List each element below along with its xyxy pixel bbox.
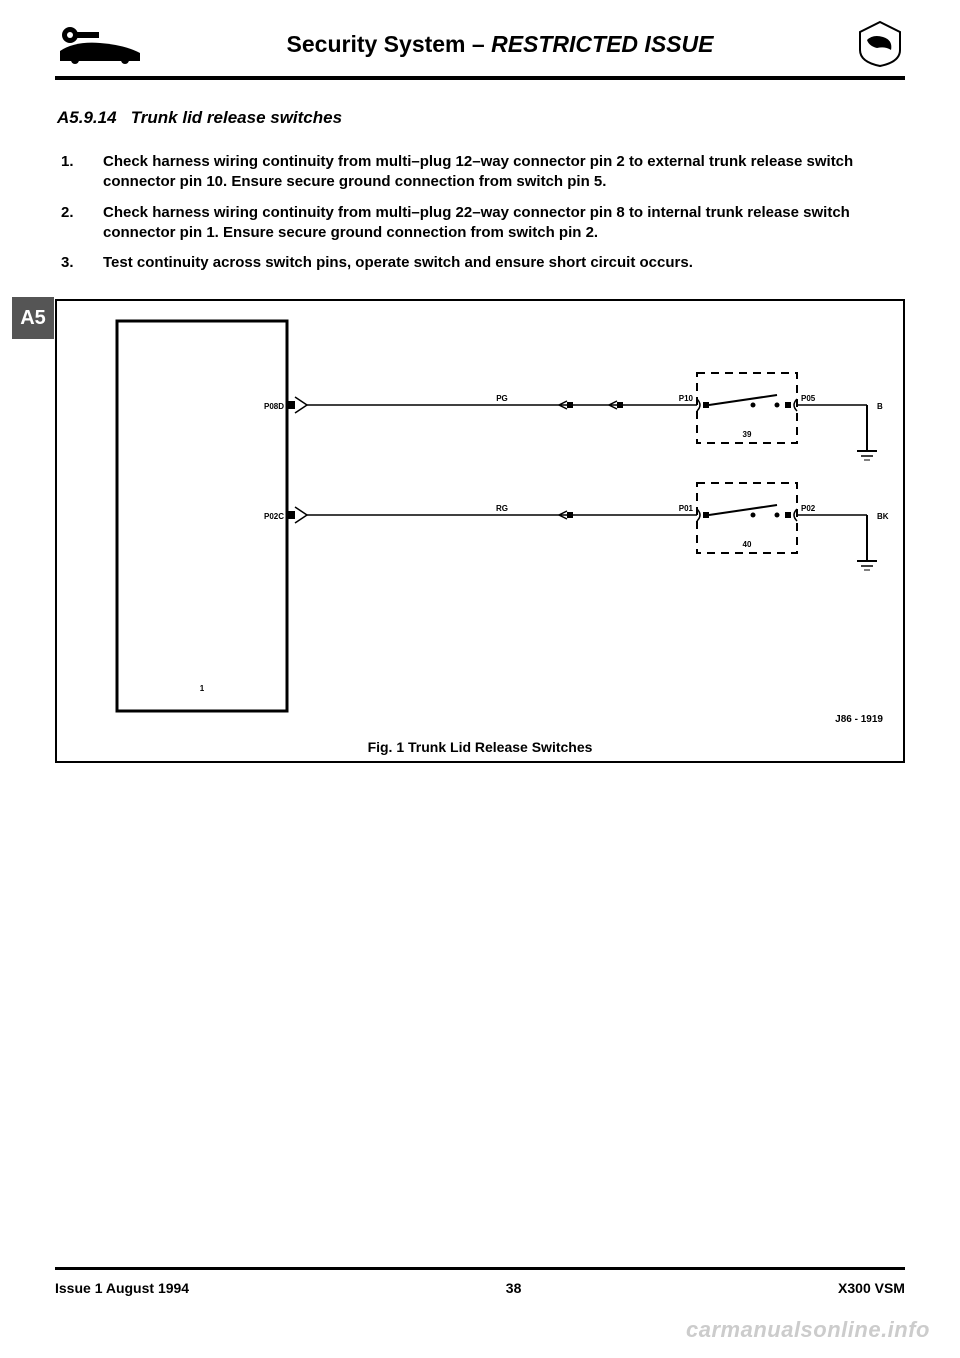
step-text: Check harness wiring continuity from mul…	[103, 152, 905, 193]
svg-text:40: 40	[743, 540, 752, 549]
figure-caption: Fig. 1 Trunk Lid Release Switches	[57, 739, 903, 755]
circuit-1: P08D PG P10	[264, 373, 883, 460]
svg-text:B: B	[877, 402, 883, 411]
page-footer: Issue 1 August 1994 38 X300 VSM	[55, 1267, 905, 1296]
page-title: Security System – RESTRICTED ISSUE	[145, 31, 855, 58]
svg-text:P02C: P02C	[264, 512, 284, 521]
watermark-text: carmanualsonline.info	[686, 1317, 930, 1343]
svg-text:PG: PG	[496, 394, 508, 403]
steps-list: 1. Check harness wiring continuity from …	[55, 152, 905, 273]
svg-text:P08D: P08D	[264, 402, 284, 411]
svg-text:P02: P02	[801, 504, 816, 513]
svg-text:P10: P10	[679, 394, 694, 403]
step-item: 2. Check harness wiring continuity from …	[55, 203, 905, 244]
step-text: Check harness wiring continuity from mul…	[103, 203, 905, 244]
step-number: 2.	[55, 203, 103, 244]
step-text: Test continuity across switch pins, oper…	[103, 253, 905, 273]
step-number: 3.	[55, 253, 103, 273]
side-tab: A5	[12, 297, 54, 339]
section-heading: A5.9.14 Trunk lid release switches	[57, 108, 905, 128]
step-number: 1.	[55, 152, 103, 193]
svg-text:P01: P01	[679, 504, 694, 513]
svg-text:39: 39	[743, 430, 752, 439]
svg-text:RG: RG	[496, 504, 508, 513]
step-item: 1. Check harness wiring continuity from …	[55, 152, 905, 193]
section-number: A5.9.14	[57, 108, 117, 127]
figure-reference: J86 - 1919	[835, 714, 883, 725]
module-label: 1	[200, 684, 205, 693]
footer-doc: X300 VSM	[838, 1280, 905, 1296]
svg-text:BK: BK	[877, 512, 889, 521]
title-restricted: RESTRICTED ISSUE	[491, 31, 713, 57]
title-prefix: Security System –	[287, 31, 492, 57]
footer-issue: Issue 1 August 1994	[55, 1280, 189, 1296]
jaguar-badge-icon	[855, 20, 905, 68]
circuit-2: P02C RG P01 P02 40 BK	[264, 483, 889, 570]
wiring-diagram: 1 P08D PG P10	[57, 301, 903, 761]
section-title-text: Trunk lid release switches	[131, 108, 342, 127]
step-item: 3. Test continuity across switch pins, o…	[55, 253, 905, 273]
footer-page: 38	[506, 1280, 522, 1296]
svg-text:P05: P05	[801, 394, 816, 403]
car-key-icon	[55, 23, 145, 65]
page-header: Security System – RESTRICTED ISSUE	[55, 20, 905, 80]
figure-container: 1 P08D PG P10	[55, 299, 905, 763]
